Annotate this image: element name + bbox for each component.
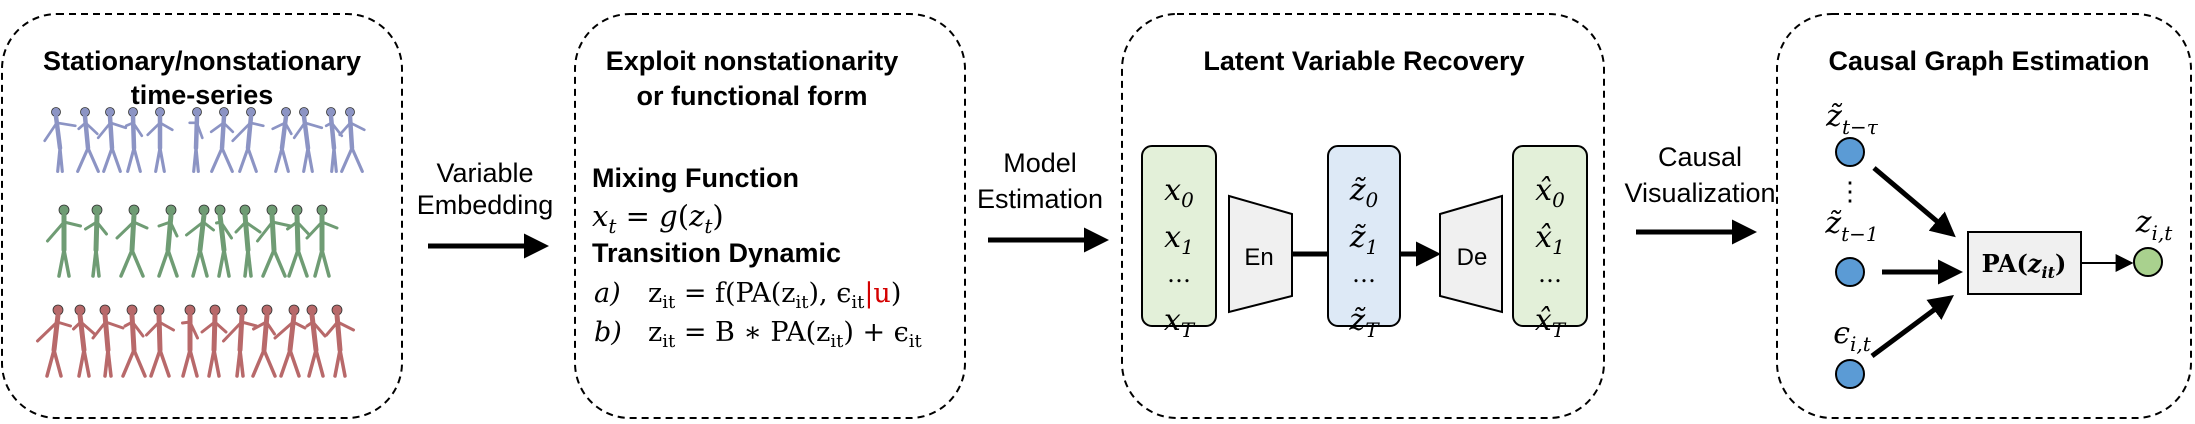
eq-b: zit = B ∗ PA(zit) + ϵit	[648, 317, 923, 352]
motion-figure	[181, 304, 199, 378]
motion-figure	[36, 304, 72, 378]
mixing-function-heading: Mixing Function	[592, 163, 799, 193]
output-dots: …	[1538, 260, 1562, 288]
eq-b-label: b)	[594, 317, 622, 348]
target-node-circle	[2133, 247, 2163, 277]
motion-figure	[271, 107, 293, 173]
motion-figure	[43, 107, 77, 173]
panel-timeseries	[1, 13, 403, 419]
motion-figure	[286, 204, 310, 278]
motion-figure	[145, 304, 175, 378]
input-x0: x0	[1164, 173, 1194, 212]
motion-figure	[305, 304, 327, 378]
motion-figure	[292, 107, 324, 173]
motion-figure	[124, 107, 144, 173]
motion-figures-image	[36, 107, 366, 378]
latent-z0: z̃0	[1349, 173, 1379, 212]
motion-figure	[115, 204, 149, 278]
edge-node1-to-pa	[1872, 166, 1956, 238]
motion-figure	[157, 204, 179, 278]
motion-figure	[222, 304, 258, 378]
output-x0: x̂0	[1535, 173, 1565, 212]
pa-box-label: PA(zit)	[1982, 249, 2067, 282]
input-x1: x1	[1164, 220, 1194, 259]
panel-latent-recovery	[1121, 13, 1605, 419]
panel1-title-line1: Stationary/nonstationary	[43, 46, 361, 76]
motion-figure	[209, 107, 235, 173]
motion-figure	[338, 107, 366, 173]
panel3-title: Latent Variable Recovery	[1203, 46, 1524, 76]
node2-circle	[1835, 257, 1865, 287]
motion-figure	[46, 204, 82, 278]
node3-label: ϵi,t	[1833, 316, 1872, 356]
motion-figure	[96, 107, 128, 173]
arrow3-label-line1: Causal	[1658, 142, 1742, 172]
motion-figure	[146, 107, 174, 173]
motion-figure	[200, 304, 228, 378]
arrow1-label-line2: Embedding	[417, 190, 554, 220]
decoder-block	[1439, 194, 1503, 314]
motion-figure	[325, 304, 355, 378]
motion-figure	[214, 204, 233, 278]
encoder-block	[1228, 194, 1293, 314]
output-box	[1512, 145, 1588, 327]
motion-figure	[84, 204, 108, 278]
edge-node3-to-pa	[1870, 295, 1955, 359]
node1-label: z̃t−τ	[1825, 99, 1879, 139]
output-xT: x̂T	[1535, 303, 1567, 342]
eq-a-label: a)	[594, 278, 621, 309]
decoder-label: De	[1457, 244, 1488, 271]
arrow3-label-line2: Visualization	[1624, 178, 1775, 208]
motion-figure	[231, 107, 265, 173]
encoder-label: En	[1244, 244, 1273, 271]
node2-label: z̃t−1	[1824, 206, 1878, 246]
latent-dots: …	[1352, 260, 1376, 288]
input-xT: xT	[1164, 303, 1196, 342]
motion-figure	[185, 204, 215, 278]
arrow2-label-line2: Estimation	[977, 184, 1103, 214]
motion-figure	[91, 304, 125, 378]
latent-box	[1327, 145, 1401, 327]
arrow2-label-line1: Model	[1003, 148, 1077, 178]
motion-figure	[234, 204, 262, 278]
mixing-function-equation: xt = g(zt)	[592, 199, 724, 238]
motion-figure	[273, 304, 307, 378]
transition-dynamic-heading: Transition Dynamic	[592, 238, 841, 268]
pa-box	[1967, 231, 2082, 295]
motion-figure	[188, 107, 204, 173]
motion-figure	[121, 304, 147, 378]
target-node-label: zi,t	[2135, 205, 2174, 245]
latent-zT: z̃T	[1348, 303, 1380, 342]
node3-circle	[1835, 359, 1865, 389]
panel1-title-line2: time-series	[131, 80, 274, 110]
eq-a: zit = f(PA(zit), ϵit|u)	[648, 278, 901, 313]
panel4-title: Causal Graph Estimation	[1828, 46, 2149, 76]
input-box	[1141, 145, 1217, 327]
motion-figure	[305, 204, 339, 278]
node1-circle	[1835, 137, 1865, 167]
latent-z1: z̃1	[1349, 220, 1379, 259]
motion-figure	[72, 304, 96, 378]
node-dots: ⋮	[1837, 177, 1863, 207]
motion-figure	[251, 304, 277, 378]
arrow1-label-line1: Variable	[436, 158, 533, 188]
motion-figure	[256, 204, 292, 278]
input-dots: …	[1167, 260, 1191, 288]
motion-figure	[324, 107, 344, 173]
panel2-title-line2: or functional form	[637, 81, 868, 111]
output-x1: x̂1	[1535, 220, 1565, 259]
panel2-title-line1: Exploit nonstationarity	[606, 46, 899, 76]
motion-figure	[76, 107, 100, 173]
